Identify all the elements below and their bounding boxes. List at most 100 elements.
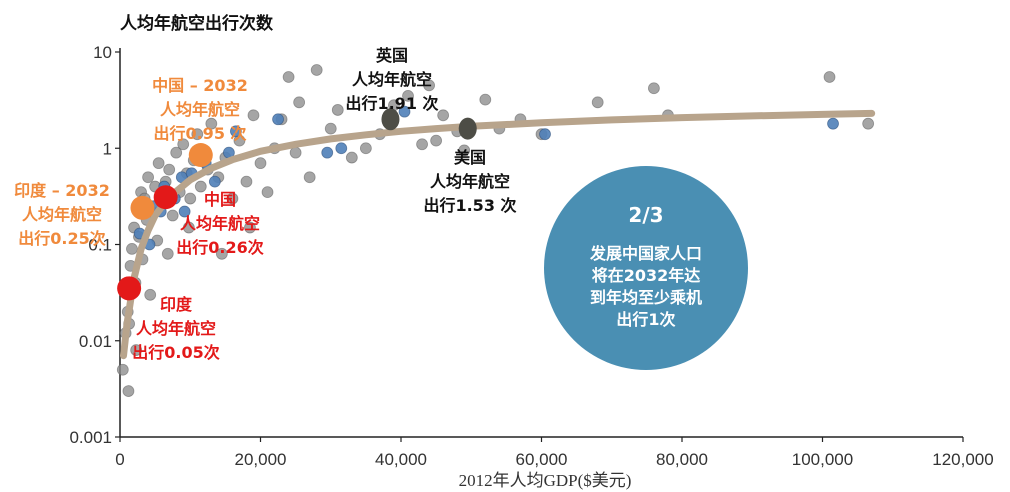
blue-point bbox=[539, 128, 551, 141]
gray-point bbox=[437, 109, 450, 122]
blue-point bbox=[272, 113, 284, 126]
svg-text:出行0.25次: 出行0.25次 bbox=[18, 229, 105, 248]
y-axis-title: 人均年航空出行次数 bbox=[120, 13, 274, 34]
svg-text:出行1.53 次: 出行1.53 次 bbox=[423, 196, 516, 215]
gray-point bbox=[331, 104, 344, 116]
gray-point bbox=[303, 171, 316, 184]
gray-point bbox=[240, 175, 253, 188]
x-tick-label: 100,000 bbox=[792, 450, 853, 469]
y-tick-label: 0.001 bbox=[69, 428, 112, 447]
svg-text:美国: 美国 bbox=[454, 148, 486, 167]
blue-point bbox=[335, 142, 348, 155]
gray-point bbox=[359, 142, 372, 155]
gray-point bbox=[458, 144, 471, 157]
axes: 0 20,000 40,000 60,000 80,000 100,000 120,000 0… bbox=[69, 43, 993, 469]
svg-text:出行0.95 次: 出行0.95 次 bbox=[153, 124, 246, 143]
svg-text:英国: 英国 bbox=[375, 46, 408, 65]
gray-point bbox=[152, 157, 165, 170]
gray-point bbox=[648, 82, 660, 95]
gray-point bbox=[116, 363, 129, 376]
svg-text:中国 – 2032: 中国 – 2032 bbox=[152, 76, 248, 95]
svg-text:人均年航空: 人均年航空 bbox=[180, 214, 260, 233]
svg-text:印度 – 2032: 印度 – 2032 bbox=[14, 181, 110, 200]
gray-point bbox=[184, 192, 197, 205]
highlight-point-usa-b bbox=[458, 117, 477, 140]
y-tick-label: 10 bbox=[93, 43, 112, 62]
gray-point bbox=[194, 180, 207, 193]
x-tick-label: 120,000 bbox=[932, 450, 993, 469]
gray-point bbox=[823, 71, 836, 83]
annotation-usa-bottom: 美国 人均年航空 出行1.53 次 bbox=[423, 148, 516, 215]
gray-point bbox=[289, 146, 302, 159]
gray-point bbox=[130, 344, 143, 356]
blue-point bbox=[827, 117, 839, 130]
gray-point bbox=[293, 96, 306, 109]
gray-point bbox=[254, 157, 267, 170]
gray-point bbox=[177, 138, 190, 151]
x-axis-title: 2012年人均GDP($美元) bbox=[459, 471, 632, 490]
gray-point bbox=[402, 89, 414, 102]
svg-text:出行0.05次: 出行0.05次 bbox=[132, 343, 219, 362]
callout-headline: 2/3 bbox=[628, 203, 663, 227]
blue-point bbox=[208, 175, 221, 188]
svg-text:出行0.26次: 出行0.26次 bbox=[176, 238, 263, 257]
gray-point bbox=[423, 79, 436, 92]
gray-point bbox=[144, 288, 157, 301]
highlight-point-india bbox=[117, 276, 142, 301]
annotation-usa-top: 英国 人均年航空 出行1.91 次 bbox=[345, 46, 438, 113]
gray-point bbox=[591, 96, 604, 109]
svg-text:人均年航空: 人均年航空 bbox=[136, 319, 216, 338]
gray-point bbox=[191, 128, 204, 141]
y-tick-label: 1 bbox=[103, 139, 112, 158]
trend-line bbox=[120, 109, 876, 360]
svg-text:人均年航空: 人均年航空 bbox=[160, 100, 240, 119]
svg-text:中国: 中国 bbox=[204, 190, 236, 209]
gray-point bbox=[862, 117, 875, 130]
callout-line: 到年均至少乘机 bbox=[590, 288, 702, 307]
gray-point bbox=[416, 138, 428, 151]
gray-point bbox=[282, 71, 295, 83]
gray-point bbox=[170, 146, 183, 159]
blue-point bbox=[321, 146, 334, 159]
callout: 2/3 发展中国家人口 将在2032年达 到年均至少乘机 出行1次 bbox=[544, 166, 748, 370]
blue-point bbox=[178, 205, 191, 218]
gray-point bbox=[324, 122, 337, 135]
annotation-china: 中国 人均年航空 出行0.26次 bbox=[176, 190, 263, 257]
highlight-point-china-2032 bbox=[188, 143, 213, 168]
x-tick-label: 20,000 bbox=[235, 450, 287, 469]
highlight-point-usa-a bbox=[381, 108, 400, 131]
x-tick-label: 0 bbox=[115, 450, 124, 469]
gray-point bbox=[163, 163, 176, 176]
gray-point bbox=[122, 385, 135, 397]
callout-line: 发展中国家人口 bbox=[589, 244, 702, 263]
annotation-india-2032: 印度 – 2032 人均年航空 出行0.25次 bbox=[14, 181, 110, 248]
gray-point bbox=[226, 192, 239, 205]
x-tick-label: 60,000 bbox=[516, 450, 568, 469]
callout-circle bbox=[544, 166, 748, 370]
blue-point bbox=[398, 105, 411, 118]
gray-point bbox=[182, 221, 195, 234]
y-tick-label: 0.01 bbox=[79, 332, 112, 351]
gray-point bbox=[479, 93, 492, 106]
annotation-india: 印度 人均年航空 出行0.05次 bbox=[132, 295, 219, 362]
gray-point bbox=[247, 109, 260, 122]
highlight-points bbox=[117, 108, 477, 301]
gray-point bbox=[166, 209, 179, 222]
svg-text:印度: 印度 bbox=[160, 295, 193, 314]
y-tick-label: 0.1 bbox=[88, 236, 112, 255]
svg-text:人均年航空: 人均年航空 bbox=[352, 70, 432, 89]
gray-point bbox=[244, 221, 256, 234]
callout-line: 将在2032年达 bbox=[592, 266, 701, 285]
highlight-point-china bbox=[153, 185, 178, 210]
annotation-china-2032: 中国 – 2032 人均年航空 出行0.95 次 bbox=[152, 76, 248, 143]
gray-point bbox=[430, 134, 443, 147]
gray-point bbox=[142, 171, 155, 184]
callout-line: 出行1次 bbox=[616, 310, 675, 329]
gray-point bbox=[126, 243, 138, 255]
svg-text:人均年航空: 人均年航空 bbox=[22, 205, 102, 224]
blue-point bbox=[230, 125, 242, 138]
gray-point bbox=[161, 247, 174, 260]
gray-point bbox=[215, 247, 228, 260]
x-tick-label: 80,000 bbox=[656, 450, 708, 469]
